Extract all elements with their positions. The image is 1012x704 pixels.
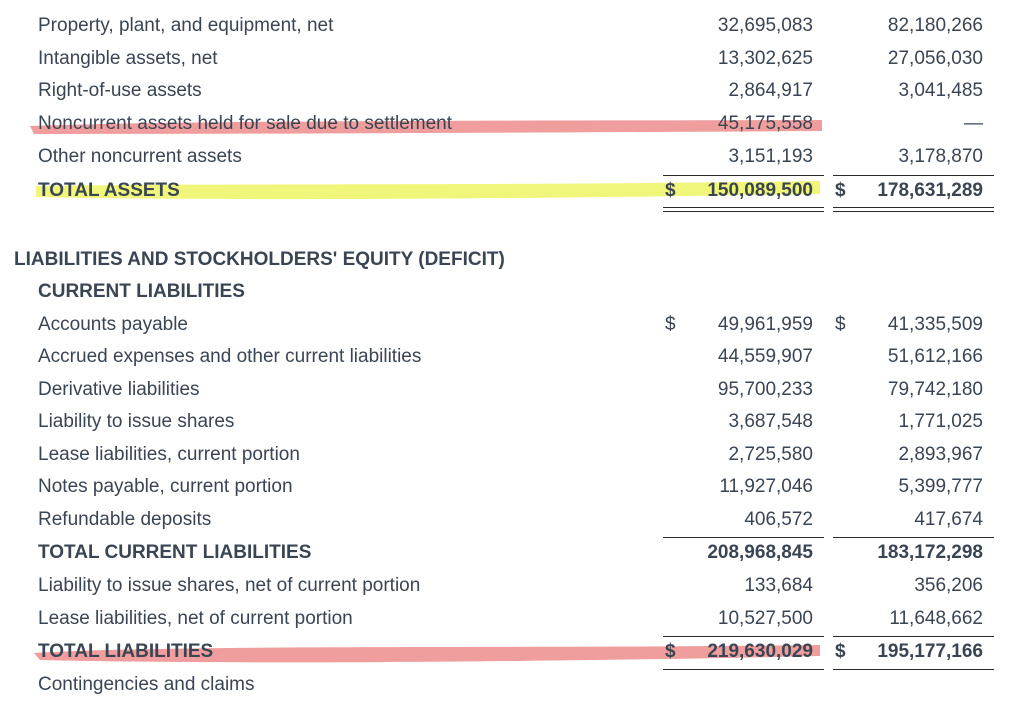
value-col2: 417,674: [914, 509, 983, 530]
table-row: Accounts payable $ 49,961,959 $ 41,335,5…: [0, 309, 1012, 341]
row-label: TOTAL ASSETS: [38, 180, 180, 201]
dollar-sign: $: [835, 641, 846, 662]
row-label: Intangible assets, net: [38, 48, 218, 69]
table-row: Liability to issue shares 3,687,548 1,77…: [0, 406, 1012, 438]
row-label: Other noncurrent assets: [38, 146, 242, 167]
subtotal-rule: [833, 636, 994, 637]
value-col1: 150,089,500: [707, 180, 813, 201]
row-label: Accrued expenses and other current liabi…: [38, 346, 422, 367]
value-col1: 11,927,046: [719, 476, 813, 497]
value-col1: 208,968,845: [707, 542, 813, 563]
value-col2: 356,206: [914, 575, 983, 596]
value-col2: 82,180,266: [887, 15, 983, 36]
value-col1: 13,302,625: [717, 48, 813, 69]
row-label: Property, plant, and equipment, net: [38, 15, 334, 36]
value-col1: 10,527,500: [717, 608, 813, 629]
dollar-sign: $: [665, 314, 676, 335]
section-heading: LIABILITIES AND STOCKHOLDERS' EQUITY (DE…: [0, 244, 1012, 276]
row-label: Derivative liabilities: [38, 379, 200, 400]
subtotal-rule: [833, 175, 994, 176]
row-label: Contingencies and claims: [38, 674, 255, 695]
dollar-sign: $: [665, 641, 676, 662]
table-row: Accrued expenses and other current liabi…: [0, 341, 1012, 373]
table-row: Noncurrent assets held for sale due to s…: [0, 108, 1012, 140]
value-col2: 3,178,870: [898, 146, 983, 167]
table-row: Right-of-use assets 2,864,917 3,041,485: [0, 75, 1012, 107]
table-row: Other noncurrent assets 3,151,193 3,178,…: [0, 141, 1012, 173]
row-label: Right-of-use assets: [38, 80, 202, 101]
total-double-rule: [833, 207, 994, 212]
value-col1: 49,961,959: [717, 314, 813, 335]
value-col2: —: [964, 113, 983, 134]
table-row: Contingencies and claims: [0, 669, 1012, 701]
row-label: Refundable deposits: [38, 509, 212, 530]
row-label: Notes payable, current portion: [38, 476, 293, 497]
value-col1: 95,700,233: [717, 379, 813, 400]
row-label: Liability to issue shares: [38, 411, 235, 432]
table-row: Lease liabilities, current portion 2,725…: [0, 439, 1012, 471]
value-col2: 11,648,662: [889, 608, 983, 629]
dollar-sign: $: [665, 180, 676, 201]
value-col2: 79,742,180: [887, 379, 983, 400]
row-label: TOTAL CURRENT LIABILITIES: [38, 542, 312, 563]
value-col1: 219,630,029: [707, 641, 813, 662]
table-row: Refundable deposits 406,572 417,674: [0, 504, 1012, 536]
table-row: Derivative liabilities 95,700,233 79,742…: [0, 374, 1012, 406]
dollar-sign: $: [835, 180, 846, 201]
value-col1: 406,572: [744, 509, 813, 530]
total-current-liabilities-row: TOTAL CURRENT LIABILITIES 208,968,845 18…: [0, 537, 1012, 569]
value-col1: 2,864,917: [728, 80, 813, 101]
value-col2: 183,172,298: [877, 542, 983, 563]
subtotal-rule: [663, 537, 824, 538]
subtotal-rule: [663, 175, 824, 176]
row-label: Liability to issue shares, net of curren…: [38, 575, 421, 596]
total-assets-row: TOTAL ASSETS $ 150,089,500 $ 178,631,289: [0, 175, 1012, 207]
value-col2: 195,177,166: [877, 641, 983, 662]
value-col1: 44,559,907: [717, 346, 813, 367]
total-rule: [833, 669, 994, 670]
value-col2: 3,041,485: [898, 80, 983, 101]
section-title: LIABILITIES AND STOCKHOLDERS' EQUITY (DE…: [14, 249, 505, 270]
value-col1: 133,684: [744, 575, 813, 596]
value-col1: 3,151,193: [728, 146, 813, 167]
dollar-sign: $: [835, 314, 846, 335]
subtotal-rule: [663, 636, 824, 637]
total-rule: [663, 669, 824, 670]
subtotal-rule: [833, 537, 994, 538]
subsection-title: CURRENT LIABILITIES: [38, 281, 245, 302]
value-col1: 45,175,558: [717, 113, 813, 134]
subsection-heading: CURRENT LIABILITIES: [0, 276, 1012, 308]
value-col2: 5,399,777: [898, 476, 983, 497]
value-col2: 27,056,030: [887, 48, 983, 69]
value-col1: 3,687,548: [728, 411, 813, 432]
row-label: TOTAL LIABILITIES: [38, 641, 214, 662]
row-label: Accounts payable: [38, 314, 188, 335]
table-row: Liability to issue shares, net of curren…: [0, 570, 1012, 602]
value-col2: 1,771,025: [898, 411, 983, 432]
value-col2: 51,612,166: [887, 346, 983, 367]
value-col2: 2,893,967: [898, 444, 983, 465]
total-double-rule: [663, 207, 824, 212]
value-col1: 2,725,580: [728, 444, 813, 465]
table-row: Intangible assets, net 13,302,625 27,056…: [0, 43, 1012, 75]
table-row: Property, plant, and equipment, net 32,6…: [0, 10, 1012, 42]
table-row: Lease liabilities, net of current portio…: [0, 603, 1012, 635]
row-label: Noncurrent assets held for sale due to s…: [38, 113, 453, 134]
row-label: Lease liabilities, current portion: [38, 444, 300, 465]
row-label: Lease liabilities, net of current portio…: [38, 608, 353, 629]
total-liabilities-row: TOTAL LIABILITIES $ 219,630,029 $ 195,17…: [0, 636, 1012, 668]
value-col2: 178,631,289: [877, 180, 983, 201]
value-col2: 41,335,509: [887, 314, 983, 335]
table-row: Notes payable, current portion 11,927,04…: [0, 471, 1012, 503]
value-col1: 32,695,083: [717, 15, 813, 36]
